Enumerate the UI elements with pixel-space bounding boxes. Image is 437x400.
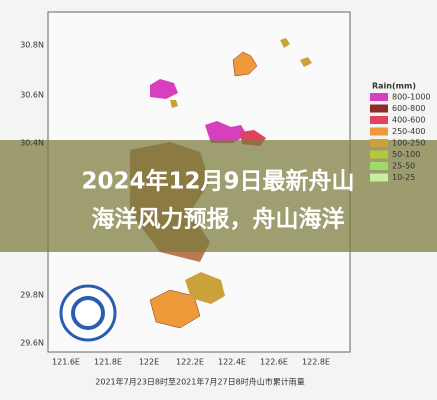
legend-swatch — [370, 162, 388, 170]
legend-label: 25-50 — [392, 162, 415, 171]
island — [205, 121, 247, 143]
logo — [59, 284, 117, 342]
x-tick-label: 122.4E — [218, 358, 246, 367]
y-tick-label: 29.6N — [20, 339, 44, 348]
island — [232, 51, 258, 77]
island — [150, 79, 178, 99]
x-tick-label: 121.8E — [94, 358, 122, 367]
island — [149, 289, 201, 329]
map-caption: 2021年7月23日8时至2021年7月27日8时舟山市累计雨量 — [95, 377, 304, 387]
logo-ring — [59, 284, 117, 342]
island — [185, 272, 225, 304]
legend-label: 50-100 — [392, 150, 420, 159]
x-tick-label: 122.8E — [302, 358, 330, 367]
legend-swatch — [370, 127, 388, 136]
y-tick-label: 29.8N — [20, 291, 44, 300]
x-tick-label: 122E — [139, 358, 159, 367]
y-tick-label: 30.8N — [20, 41, 44, 50]
x-tick-label: 121.6E — [52, 358, 80, 367]
legend-swatch — [370, 104, 388, 113]
logo-mark — [71, 296, 105, 330]
y-tick-label: 30.4N — [20, 139, 44, 148]
legend-swatch — [370, 139, 388, 147]
legend-label: 10-25 — [392, 173, 415, 182]
legend-swatch — [370, 150, 388, 159]
y-tick-label: 30.6N — [20, 91, 44, 100]
x-tick-label: 122.6E — [260, 358, 288, 367]
legend-swatch — [370, 173, 388, 182]
banner-band — [0, 140, 437, 252]
legend-label: 250-400 — [392, 127, 425, 136]
x-tick-label: 122.2E — [176, 358, 204, 367]
legend-label: 600-800 — [392, 104, 425, 113]
banner-text: 海洋风力预报，舟山海洋 — [92, 206, 345, 233]
legend-title: Rain(mm) — [372, 82, 416, 91]
legend-swatch — [370, 93, 388, 101]
legend-label: 400-600 — [392, 116, 425, 125]
banner-text: 2024年12月9日最新舟山 — [81, 168, 354, 195]
legend-label: 800-1000 — [392, 93, 431, 102]
legend-label: 100-250 — [392, 139, 425, 148]
legend-swatch — [370, 116, 388, 124]
